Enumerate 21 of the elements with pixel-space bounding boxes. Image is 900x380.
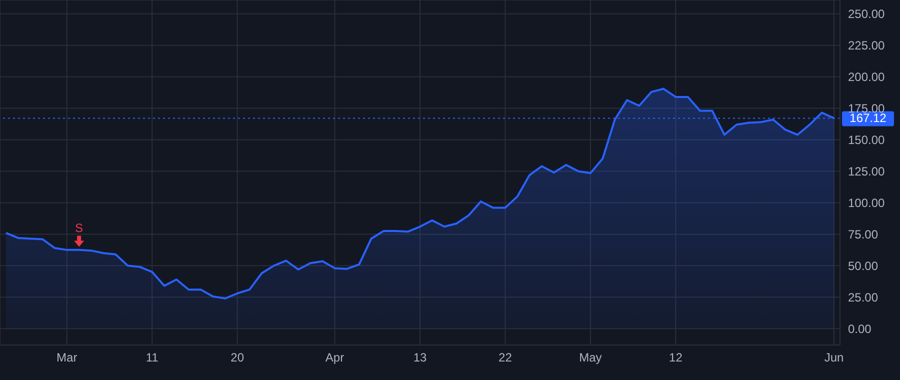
x-tick-label: May [579, 350, 602, 365]
x-tick-label: Jun [824, 350, 844, 365]
y-tick-label: 150.00 [848, 133, 886, 148]
y-tick-label: 200.00 [848, 70, 886, 84]
x-tick-label: 11 [146, 350, 159, 365]
y-tick-label: 25.00 [848, 290, 878, 304]
x-tick-label: Apr [325, 350, 344, 365]
y-tick-label: 50.00 [848, 258, 878, 273]
y-tick-label: 225.00 [848, 38, 886, 53]
y-tick-label: 75.00 [848, 227, 878, 242]
x-tick-label: Mar [56, 350, 78, 365]
ref-line-label: 167.12 [850, 111, 887, 126]
x-tick-label: 20 [230, 350, 244, 365]
x-tick-label: 22 [498, 350, 512, 365]
x-tick-label: 13 [413, 350, 427, 365]
y-tick-label: 0.00 [848, 322, 872, 336]
y-tick-label: 125.00 [848, 164, 886, 178]
y-tick-label: 100.00 [848, 196, 886, 210]
x-tick-label: 12 [669, 350, 683, 365]
series-label: S [75, 220, 84, 235]
y-tick-label: 250.00 [848, 7, 886, 22]
